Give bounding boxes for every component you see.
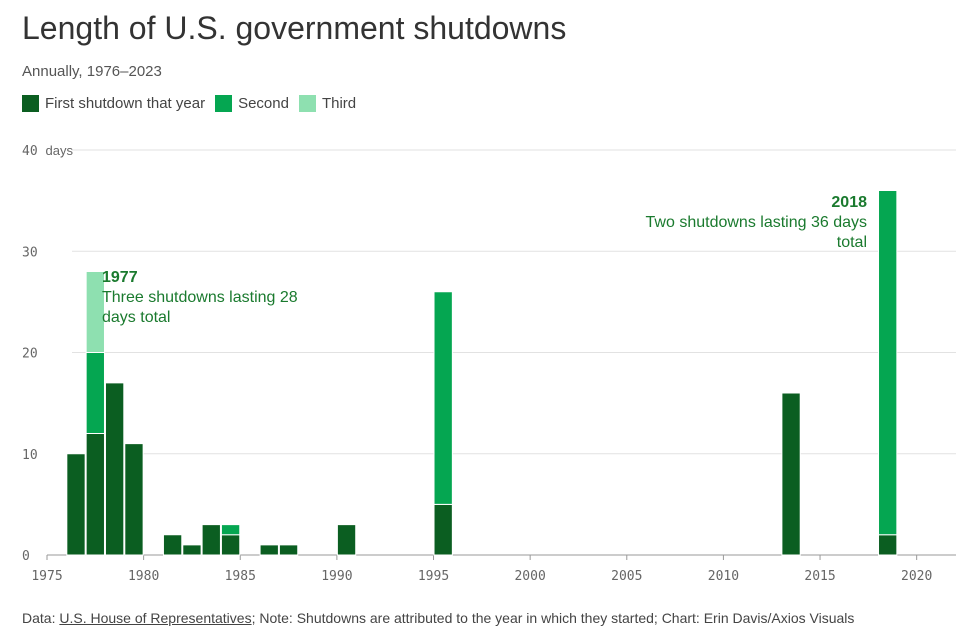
bar-2018-seg1	[878, 534, 898, 556]
x-tick-label-2005: 2005	[611, 569, 642, 584]
x-tick-label-1985: 1985	[225, 569, 256, 584]
legend: First shutdown that year Second Third	[22, 95, 366, 112]
legend-swatch-first	[22, 95, 39, 112]
y-tick-label-30: 30	[22, 245, 38, 260]
legend-label-first: First shutdown that year	[45, 95, 206, 112]
bar-1977-seg3	[85, 271, 105, 353]
bar-1995-seg2	[433, 291, 453, 505]
annotation-2018: 2018 Two shutdowns lasting 36 days total	[640, 193, 867, 253]
bar-1979-seg1	[124, 443, 144, 556]
x-tick-label-2000: 2000	[514, 569, 545, 584]
x-tick-label-1975: 1975	[31, 569, 62, 584]
bar-1984-seg1	[220, 534, 241, 556]
footer-note: ; Note: Shutdowns are attributed to the …	[251, 610, 855, 626]
y-tick-label-40: 40 days	[22, 143, 73, 159]
legend-label-third: Third	[321, 95, 357, 112]
legend-item-third: Third	[298, 95, 357, 112]
source-link[interactable]: U.S. House of Representatives	[59, 610, 252, 626]
x-tick-label-1990: 1990	[321, 569, 352, 584]
annotation-1977-year: 1977	[102, 269, 138, 286]
legend-item-second: Second	[215, 95, 289, 112]
bar-1978-seg1	[104, 382, 125, 556]
bar-1984-seg2	[220, 524, 241, 536]
x-tick-label-2010: 2010	[708, 569, 739, 584]
legend-swatch-second	[215, 95, 233, 112]
bar-1995-seg1	[433, 503, 453, 556]
bar-1977-seg1	[85, 433, 105, 556]
footer-prefix: Data:	[22, 610, 60, 626]
annotation-2018-text: Two shutdowns lasting 36 days total	[645, 214, 867, 251]
bar-1976-seg1	[66, 453, 86, 556]
chart-subtitle: Annually, 1976–2023	[22, 63, 162, 80]
bar-1986-seg1	[259, 544, 279, 556]
y-tick-label-20: 20	[22, 347, 38, 362]
bar-1983-seg1	[201, 524, 221, 556]
annotation-2018-year: 2018	[831, 194, 867, 211]
y-tick-label-10: 10	[22, 448, 38, 463]
bar-1990-seg1	[336, 524, 357, 556]
legend-item-first: First shutdown that year	[22, 95, 205, 112]
y-tick-label-0: 0	[22, 549, 30, 564]
bar-2013-seg1	[781, 392, 801, 556]
bar-1977-seg2	[85, 352, 105, 434]
bar-chart: 0 10 20 30 40 days 1975 1980 1985 1990 1995 2000 20…	[22, 143, 956, 584]
bar-1987-seg1	[278, 544, 299, 556]
bar-1981-seg1	[162, 534, 183, 556]
bar-1982-seg1	[182, 544, 202, 556]
x-tick-label-1995: 1995	[418, 569, 449, 584]
x-tick-label-2015: 2015	[804, 569, 835, 584]
annotation-1977: 1977 Three shutdowns lasting 28 days tot…	[102, 268, 332, 328]
legend-label-second: Second	[238, 95, 289, 112]
x-tick-label-1980: 1980	[128, 569, 159, 584]
annotation-1977-text: Three shutdowns lasting 28 days total	[102, 289, 298, 326]
x-tick-label-2020: 2020	[901, 569, 932, 584]
bar-2018-seg2	[878, 190, 898, 536]
y-unit-label: days	[45, 143, 73, 158]
footer-credit: Data: U.S. House of Representatives; Not…	[22, 610, 854, 626]
legend-swatch-third	[298, 95, 316, 112]
chart-title: Length of U.S. government shutdowns	[22, 10, 567, 46]
